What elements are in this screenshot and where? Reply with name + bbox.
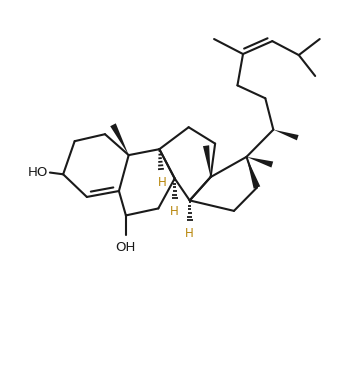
Text: H: H (170, 205, 179, 218)
Text: H: H (185, 227, 194, 240)
Text: HO: HO (28, 166, 48, 179)
Polygon shape (110, 123, 129, 155)
Polygon shape (246, 157, 273, 168)
Text: OH: OH (116, 240, 136, 254)
Polygon shape (203, 145, 211, 177)
Polygon shape (246, 157, 260, 188)
Polygon shape (273, 130, 299, 140)
Text: H: H (157, 176, 166, 189)
